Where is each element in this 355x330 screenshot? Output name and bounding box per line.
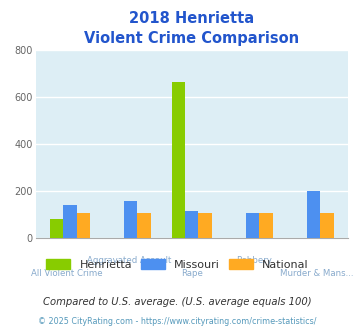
Text: Rape: Rape — [181, 269, 203, 278]
Bar — [77, 214, 90, 238]
Bar — [137, 214, 151, 238]
Text: Robbery: Robbery — [236, 256, 272, 265]
Bar — [50, 219, 63, 238]
Bar — [246, 214, 260, 238]
Text: Aggravated Assault: Aggravated Assault — [87, 256, 171, 265]
Bar — [171, 82, 185, 238]
Bar — [185, 211, 198, 238]
Bar — [124, 201, 137, 238]
Bar — [260, 214, 273, 238]
Title: 2018 Henrietta
Violent Crime Comparison: 2018 Henrietta Violent Crime Comparison — [84, 11, 299, 46]
Bar — [63, 205, 77, 238]
Legend: Henrietta, Missouri, National: Henrietta, Missouri, National — [43, 256, 312, 273]
Bar — [320, 214, 334, 238]
Text: All Violent Crime: All Violent Crime — [31, 269, 103, 278]
Text: Murder & Mans...: Murder & Mans... — [280, 269, 354, 278]
Text: Compared to U.S. average. (U.S. average equals 100): Compared to U.S. average. (U.S. average … — [43, 297, 312, 307]
Bar — [198, 214, 212, 238]
Text: © 2025 CityRating.com - https://www.cityrating.com/crime-statistics/: © 2025 CityRating.com - https://www.city… — [38, 317, 317, 326]
Bar — [307, 190, 320, 238]
